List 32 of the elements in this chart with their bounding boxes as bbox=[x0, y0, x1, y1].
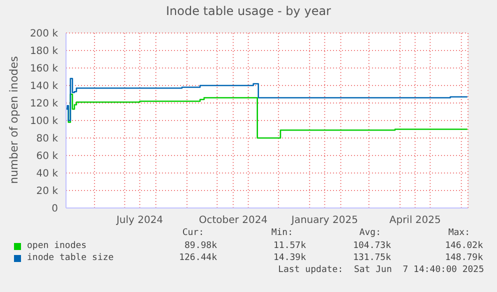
y-tick-label: 80 k bbox=[36, 134, 58, 145]
text: Last update: Sat Jun 7 14:40:00 2025 bbox=[277, 265, 485, 275]
y-tick-label: 140 k bbox=[30, 81, 58, 92]
text: 126.44k bbox=[179, 253, 217, 263]
y-tick-label: 60 k bbox=[36, 151, 58, 162]
legend-label: open inodes bbox=[27, 241, 87, 251]
text: 11.57k bbox=[273, 241, 306, 251]
y-tick-label: 120 k bbox=[30, 98, 58, 110]
x-tick-label: July 2024 bbox=[115, 215, 164, 226]
text: 14.39k bbox=[273, 253, 306, 263]
text: 104.73k bbox=[353, 241, 391, 251]
text: 89.98k bbox=[184, 241, 217, 251]
y-tick-label: 200 k bbox=[30, 28, 58, 40]
x-tick-label: January 2025 bbox=[290, 215, 358, 226]
y-tick-label: 100 k bbox=[30, 116, 58, 128]
text: 146.02k bbox=[445, 241, 483, 251]
y-tick-label: 40 k bbox=[36, 168, 58, 180]
y-tick-label: 20 k bbox=[36, 186, 58, 198]
text: Avg: bbox=[359, 228, 381, 238]
chart-title: Inode table usage - by year bbox=[165, 4, 332, 18]
y-tick-label: 160 k bbox=[30, 64, 58, 75]
y-axis-title: number of open inodes bbox=[8, 56, 20, 184]
text: 131.75k bbox=[353, 253, 391, 263]
x-tick-label: October 2024 bbox=[198, 215, 268, 226]
text: 148.79k bbox=[445, 253, 483, 263]
text: Cur: bbox=[182, 228, 204, 238]
y-tick-label: 0 bbox=[52, 204, 58, 215]
y-tick-label: 180 k bbox=[30, 46, 58, 58]
text: Min: bbox=[271, 228, 293, 238]
legend-label: inode table size bbox=[27, 253, 114, 263]
text: Max: bbox=[448, 228, 470, 238]
x-tick-label: April 2025 bbox=[389, 215, 441, 226]
